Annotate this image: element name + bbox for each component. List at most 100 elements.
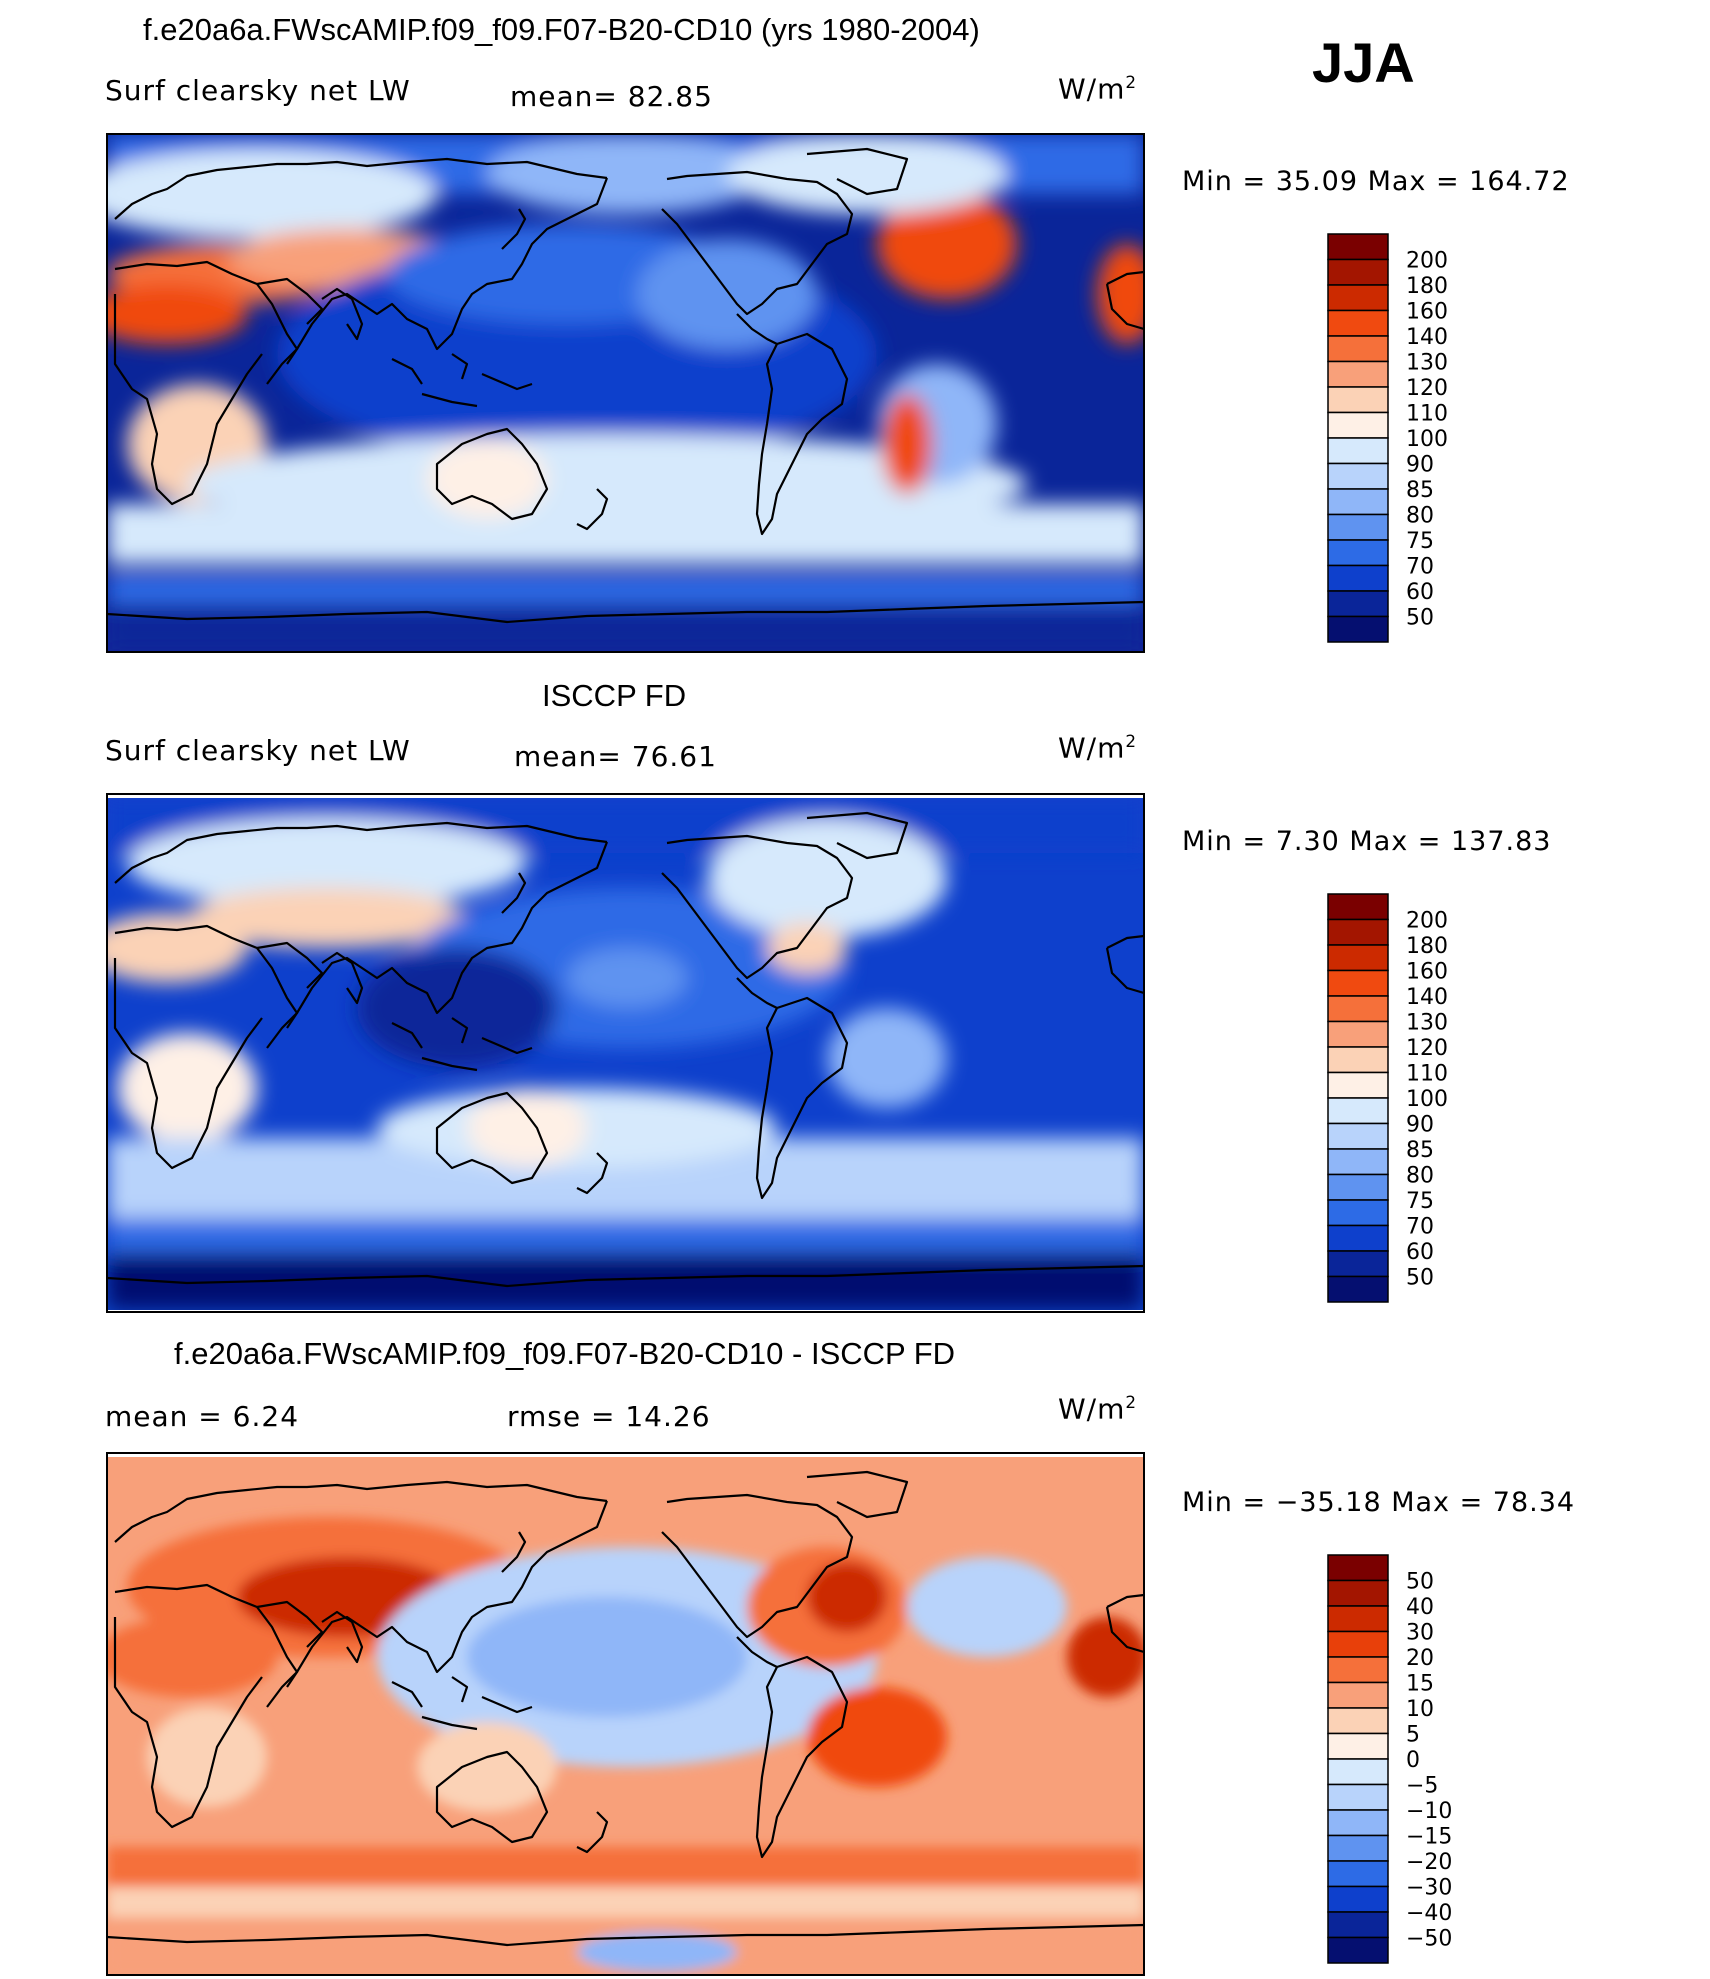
colorbar-tick-label: 180 [1406,934,1448,959]
colorbar-tick-label: 110 [1406,1062,1448,1087]
colorbar-swatch [1327,1936,1389,1964]
colorbar-swatch [1327,411,1389,439]
colorbar-tick-label: 160 [1406,300,1448,325]
panel2-minmax: Min = 7.30 Max = 137.83 [1182,826,1552,857]
colorbar-tick-label: 5 [1406,1723,1420,1748]
colorbar-tick-label: 90 [1406,453,1434,478]
colorbar-tick-label: 10 [1406,1697,1434,1722]
panel1-minmax: Min = 35.09 Max = 164.72 [1182,166,1570,197]
units-text: W/m [1058,731,1126,765]
colorbar-tick-label: 200 [1406,249,1448,274]
colorbar-tick-label: 50 [1406,606,1434,631]
panel2-variable: Surf clearsky net LW [105,734,411,767]
panel1-title: f.e20a6a.FWscAMIP.f09_f09.F07-B20-CD10 (… [143,12,980,47]
colorbar-swatch [1327,1809,1389,1837]
colorbar-tick-label: 60 [1406,580,1434,605]
panel1-map [107,134,1144,652]
colorbar-tick-label: 110 [1406,402,1448,427]
colorbar-swatch [1327,1860,1389,1888]
colorbar-swatch [1327,969,1389,997]
panel2-title: ISCCP FD [542,678,687,713]
season-label: JJA [1312,31,1415,94]
colorbar-tick-label: 80 [1406,504,1434,529]
colorbar-tick-label: 15 [1406,1672,1434,1697]
colorbar-tick-label: 85 [1406,1138,1434,1163]
colorbar-tick-label: 0 [1406,1748,1420,1773]
colorbar-tick-label: 160 [1406,960,1448,985]
colorbar-tick-label: −20 [1406,1850,1452,1875]
colorbar-swatch [1327,1046,1389,1074]
colorbar-swatch [1327,893,1389,921]
colorbar-swatch [1327,1020,1389,1048]
colorbar-tick-label: 30 [1406,1621,1434,1646]
colorbar-swatch [1327,284,1389,312]
colorbar-swatch [1327,1834,1389,1862]
colorbar-tick-label: 40 [1406,1595,1434,1620]
colorbar-swatch [1327,944,1389,972]
colorbar-tick-label: 60 [1406,1240,1434,1265]
colorbar-swatch [1327,1656,1389,1684]
colorbar-swatch [1327,437,1389,465]
colorbar-swatch [1327,1681,1389,1709]
units-exponent: 2 [1125,72,1138,92]
colorbar-tick-label: 20 [1406,1646,1434,1671]
colorbar-swatch [1327,615,1389,643]
colorbar-swatch [1327,233,1389,261]
units-exponent: 2 [1125,731,1138,751]
colorbar-swatch [1327,1275,1389,1303]
colorbar-tick-label: −30 [1406,1876,1452,1901]
panel3-minmax: Min = −35.18 Max = 78.34 [1182,1487,1576,1518]
colorbar-swatch [1327,1911,1389,1939]
colorbar-tick-label: 70 [1406,1215,1434,1240]
panel2-frame [106,793,1145,1313]
colorbar-swatch [1327,513,1389,541]
panel3-frame [106,1452,1145,1976]
panel3-mean: mean = 6.24 [105,1400,300,1433]
colorbar-swatch [1327,1224,1389,1252]
colorbar-swatch [1327,1199,1389,1227]
colorbar-tick-label: 120 [1406,1036,1448,1061]
colorbar-tick-label: 100 [1406,1087,1448,1112]
colorbar-swatch [1327,488,1389,516]
colorbar-swatch [1327,258,1389,286]
colorbar-tick-label: −10 [1406,1799,1452,1824]
colorbar-swatch [1327,1097,1389,1125]
colorbar-swatch [1327,1554,1389,1582]
units-text: W/m [1058,72,1126,106]
panel3-rmse: rmse = 14.26 [507,1400,711,1433]
colorbar-swatch [1327,335,1389,363]
panel2-units: W/m2 [1058,731,1137,764]
panel3-units: W/m2 [1058,1392,1137,1425]
colorbar-tick-label: −50 [1406,1927,1452,1952]
colorbar-tick-label: 90 [1406,1113,1434,1138]
colorbar-tick-label: −5 [1406,1774,1438,1799]
colorbar-tick-label: 130 [1406,1011,1448,1036]
colorbar-swatch [1327,1250,1389,1278]
colorbar-tick-label: −40 [1406,1901,1452,1926]
units-text: W/m [1058,1392,1126,1426]
colorbar-swatch [1327,1758,1389,1786]
colorbar-swatch [1327,1732,1389,1760]
colorbar-swatch [1327,1579,1389,1607]
colorbar-swatch [1327,309,1389,337]
colorbar-tick-label: 70 [1406,555,1434,580]
colorbar-tick-label: 80 [1406,1164,1434,1189]
colorbar-swatch [1327,1783,1389,1811]
panel1-mean: mean= 82.85 [510,80,713,113]
colorbar-tick-label: 75 [1406,529,1434,554]
colorbar-tick-label: 140 [1406,325,1448,350]
colorbar-swatch [1327,1173,1389,1201]
panel2-map [107,798,1144,1310]
panel3-map [107,1457,1144,1975]
colorbar-tick-label: 100 [1406,427,1448,452]
panel1-units: W/m2 [1058,72,1137,105]
colorbar-swatch [1327,1707,1389,1735]
colorbar-tick-label: 130 [1406,351,1448,376]
panel1-frame [106,133,1145,653]
colorbar-tick-label: 120 [1406,376,1448,401]
units-exponent: 2 [1125,1392,1138,1412]
